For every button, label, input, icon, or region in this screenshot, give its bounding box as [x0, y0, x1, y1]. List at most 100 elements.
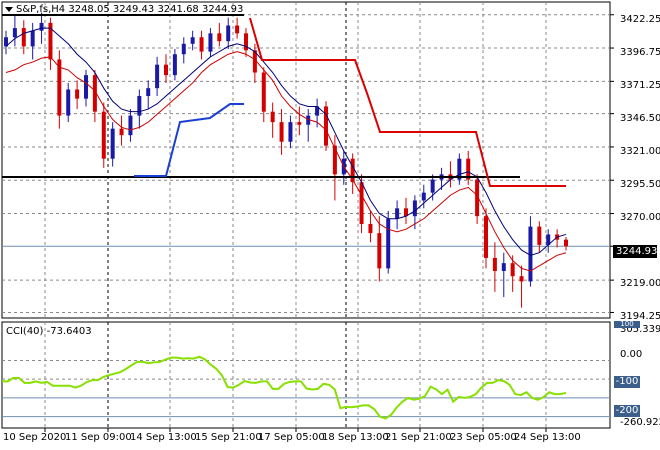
candle-bear: [350, 158, 355, 183]
candle-bull: [395, 208, 400, 219]
price-tick-4: 3321.00: [620, 146, 660, 157]
candle-bear: [119, 128, 124, 136]
candle-bear: [252, 50, 257, 73]
candle-bear: [466, 158, 471, 180]
candle-bull: [66, 89, 71, 116]
time-tick-8: 24 Sep 13:00: [514, 432, 581, 443]
candle-bull: [421, 192, 426, 201]
candle-bull: [315, 106, 320, 116]
time-tick-6: 21 Sep 21:00: [385, 432, 452, 443]
candle-bull: [155, 64, 160, 89]
price-tick-8: 3219.00: [620, 278, 660, 289]
candle-bull: [546, 234, 551, 245]
candle-bear: [564, 239, 568, 247]
time-tick-1: 11 Sep 09:00: [65, 432, 132, 443]
candle-bull: [146, 88, 151, 97]
candle-bull: [181, 43, 186, 55]
candle-bull: [84, 75, 88, 99]
trailing-stop-line: [249, 17, 566, 187]
indicator-axis-bottom: -260.9224: [620, 417, 660, 428]
support-step-line: [134, 103, 244, 177]
time-tick-7: 23 Sep 05:00: [450, 432, 517, 443]
candle-bull: [226, 25, 231, 42]
cci-line: [2, 355, 567, 420]
price-tick-5: 3295.50: [620, 179, 660, 190]
candle-bull: [39, 22, 44, 31]
high-value: 3249.43: [112, 4, 155, 15]
candle-bull: [30, 30, 35, 47]
candle-bear: [92, 75, 97, 112]
price-tick-2: 3371.25: [620, 80, 660, 91]
candle-bear: [359, 182, 364, 224]
time-tick-0: 10 Sep 2020: [3, 432, 67, 443]
candle-bull: [208, 33, 213, 52]
candle-bear: [377, 233, 382, 269]
candle-bull: [386, 218, 391, 269]
candle-bear: [57, 59, 62, 116]
candle-bear: [217, 33, 222, 42]
price-tick-9: 3194.25: [620, 311, 660, 322]
candle-bull: [128, 115, 133, 136]
indicator-level-100: 100: [614, 321, 640, 328]
candle-bear: [21, 28, 26, 47]
candle-bull: [306, 115, 311, 125]
candle-bull: [501, 263, 506, 271]
price-tick-6: 3270.00: [620, 212, 660, 223]
candle-bear: [484, 216, 488, 258]
candle-bear: [164, 64, 168, 76]
symbol-label: S&P,fs,H4: [16, 4, 66, 15]
price-tick-3: 3346.50: [620, 113, 660, 124]
indicator-pane-frame: [1, 321, 611, 429]
open-value: 3248.05: [68, 4, 110, 15]
indicator-label: CCI(40) -73.6403: [6, 326, 92, 337]
candle-bull: [430, 179, 435, 193]
candle-bear: [48, 22, 53, 60]
candle-bear: [492, 257, 497, 271]
candle-bear: [332, 145, 337, 175]
price-tick-0: 3422.25: [620, 14, 660, 25]
candle-bull: [457, 158, 462, 180]
candle-bull: [288, 122, 293, 142]
candle-bull: [4, 37, 8, 47]
indicator-level-minus100: -100: [614, 376, 640, 388]
candle-bear: [324, 106, 328, 146]
candle-bull: [528, 226, 533, 282]
candle-bear: [101, 111, 106, 159]
time-tick-2: 14 Sep 13:00: [130, 432, 197, 443]
candle-bear: [519, 276, 524, 282]
candle-bull: [12, 28, 17, 38]
candle-bull: [190, 37, 195, 44]
low-value: 3241.68: [157, 4, 199, 15]
candle-bull: [412, 200, 417, 217]
time-tick-3: 15 Sep 21:00: [195, 432, 262, 443]
candle-bear: [279, 122, 284, 142]
current-price-marker: 3244.93: [613, 245, 657, 258]
candle-bear: [297, 122, 302, 125]
candle-bear: [537, 226, 542, 245]
candle-bull: [110, 128, 115, 159]
candle-bull: [172, 54, 177, 76]
collapse-triangle-icon[interactable]: [5, 7, 13, 12]
candle-bear: [75, 89, 80, 99]
indicator-axis-top: 305.3394: [620, 324, 660, 335]
candle-bear: [270, 111, 275, 123]
ma-slow-line: [5, 27, 567, 256]
candle-bear: [510, 263, 515, 277]
candle-bear: [199, 37, 204, 52]
candle-bear: [475, 179, 480, 217]
candle-bear: [235, 25, 240, 34]
time-tick-5: 18 Sep 13:00: [322, 432, 389, 443]
indicator-level-minus200: -200: [614, 405, 640, 417]
candle-bear: [368, 223, 373, 234]
price-pane-frame: [1, 1, 611, 319]
close-value: 3244.93: [201, 4, 244, 15]
candle-bull: [137, 96, 142, 116]
indicator-level-0: 0.00: [620, 349, 643, 360]
ma-fast-line: [5, 51, 567, 272]
candle-bear: [404, 208, 408, 217]
price-tick-1: 3396.75: [620, 47, 660, 58]
candle-bear: [261, 72, 266, 112]
chart-header: S&P,fs,H4 3248.05 3249.43 3241.68 3244.9…: [16, 4, 243, 15]
